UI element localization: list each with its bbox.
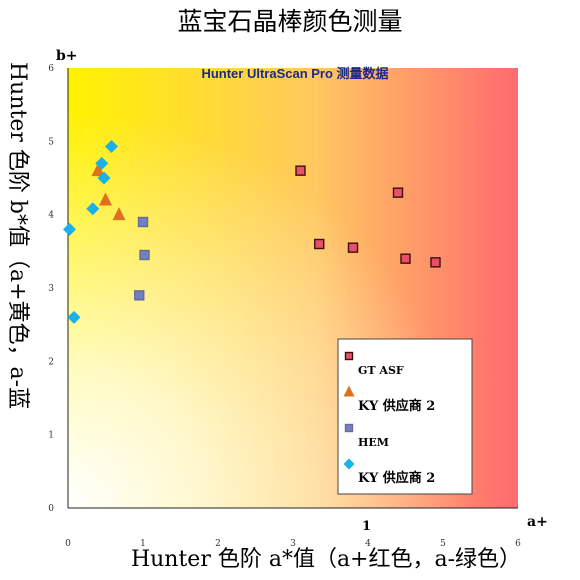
y-tick-label: 1 xyxy=(48,431,54,441)
data-point xyxy=(99,192,112,206)
data-point xyxy=(137,216,149,228)
series-triangle xyxy=(91,163,126,221)
data-point xyxy=(86,202,100,216)
data-point xyxy=(112,207,126,221)
data-point xyxy=(400,253,411,264)
legend-label: KY 供应商 2 xyxy=(358,398,435,414)
data-points xyxy=(63,139,441,324)
data-point xyxy=(430,257,441,268)
y-tick-label: 5 xyxy=(48,137,54,147)
data-point xyxy=(392,187,404,198)
legend-label: HEM xyxy=(358,436,389,449)
y-tick-label: 4 xyxy=(48,211,54,221)
legend-item: GT ASF xyxy=(344,351,404,377)
data-point xyxy=(63,222,76,236)
data-point xyxy=(134,290,145,301)
y-axis-end-label: b+ xyxy=(56,48,78,64)
data-point xyxy=(95,156,109,170)
legend-marker xyxy=(344,423,354,433)
chart-subtitle: Hunter UltraScan Pro 测量数据 xyxy=(201,66,388,81)
plot-area xyxy=(68,68,518,508)
legend-label: KY 供应商 2 xyxy=(358,470,435,486)
data-point xyxy=(139,249,150,261)
x-tick-label: 1 xyxy=(140,539,146,549)
legend-label: GT ASF xyxy=(358,364,404,377)
legend-item: KY 供应商 2 xyxy=(343,458,435,486)
legend-marker xyxy=(343,458,355,470)
data-point xyxy=(97,171,111,185)
y-tick-labels: 0 1 2 3 4 5 6 xyxy=(48,64,54,514)
legend: GT ASF KY 供应商 2 HEM KY 供应商 2 xyxy=(337,338,473,495)
y-tick-label: 0 xyxy=(48,504,54,514)
x-tick-label: 6 xyxy=(515,539,521,549)
series-diamond xyxy=(63,139,118,324)
data-point xyxy=(91,163,105,177)
data-point xyxy=(67,310,81,324)
chart-title: 蓝宝石晶棒颜色测量 xyxy=(177,7,402,36)
x-tick-label: 0 xyxy=(65,539,71,549)
x-tick-label: 2 xyxy=(215,539,221,549)
data-point xyxy=(347,242,359,253)
x-axis-end-label: a+ xyxy=(527,514,548,530)
x-tick-label: 5 xyxy=(440,539,446,549)
x-tick-labels: 0 1 2 3 4 5 6 xyxy=(65,539,521,549)
y-tick-label: 3 xyxy=(48,284,54,294)
legend-box xyxy=(337,338,473,495)
extra-x-label: 1 xyxy=(362,519,371,534)
y-axis-title: Hunter 色阶 b*值（a+黄色，a-蓝 xyxy=(5,62,30,409)
x-axis-title: Hunter 色阶 a*值（a+红色，a-绿色） xyxy=(131,547,521,572)
legend-marker xyxy=(344,351,354,361)
data-point xyxy=(295,165,306,176)
x-tick-label: 3 xyxy=(290,539,296,549)
data-point xyxy=(105,139,118,153)
legend-item: HEM xyxy=(344,423,389,449)
x-tick-label: 4 xyxy=(365,539,371,549)
axes xyxy=(67,68,518,509)
legend-item: KY 供应商 2 xyxy=(343,385,435,414)
data-point xyxy=(314,238,325,250)
series-square xyxy=(295,165,441,268)
y-tick-label: 6 xyxy=(48,64,54,74)
series-square xyxy=(134,216,150,301)
legend-marker xyxy=(343,385,355,397)
y-tick-label: 2 xyxy=(48,357,54,367)
